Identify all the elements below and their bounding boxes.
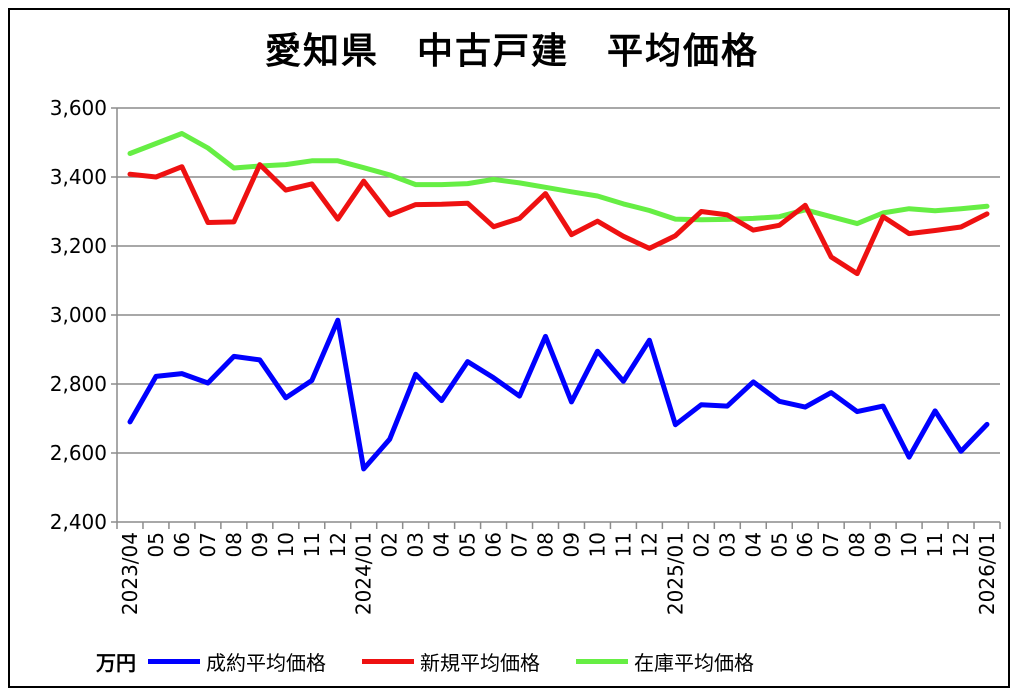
legend-item-new: 新規平均価格 xyxy=(362,647,540,676)
y-tick-label: 3,200 xyxy=(50,234,107,258)
x-tick-label: 04 xyxy=(741,532,765,557)
series-line-0 xyxy=(127,317,990,472)
x-tick-label: 06 xyxy=(482,532,506,557)
y-tick-label: 3,600 xyxy=(50,96,107,120)
series-line-2 xyxy=(127,131,990,227)
x-tick-label: 05 xyxy=(456,532,480,557)
x-axis-tick-labels: 2023/04 05 06 07 08 09 10 11 12 2024/01 02 03 04 05 06… xyxy=(118,532,999,615)
x-tick-label: 11 xyxy=(300,532,324,557)
y-axis-tick-labels: 2,400 2,600 2,800 3,000 3,200 3,400 3,600 xyxy=(50,96,107,534)
x-tick-label: 12 xyxy=(949,532,973,557)
axes xyxy=(111,107,1001,529)
x-tick-label: 05 xyxy=(144,532,168,557)
x-tick-label: 09 xyxy=(248,532,272,557)
series-lines xyxy=(127,131,990,472)
x-tick-label: 03 xyxy=(404,532,428,557)
x-tick-label: 09 xyxy=(871,532,895,557)
x-tick-label: 10 xyxy=(897,532,921,557)
legend-label-stock: 在庫平均価格 xyxy=(634,650,754,675)
x-tick-label: 10 xyxy=(585,532,609,557)
y-tick-label: 3,400 xyxy=(50,165,107,189)
legend-label-contract: 成約平均価格 xyxy=(206,650,326,675)
x-tick-label: 10 xyxy=(274,532,298,557)
x-tick-label: 05 xyxy=(767,532,791,557)
x-tick-label: 07 xyxy=(196,532,220,557)
x-tick-label: 08 xyxy=(845,532,869,557)
x-tick-label: 07 xyxy=(508,532,532,557)
x-tick-label: 04 xyxy=(430,532,454,557)
legend-label-new: 新規平均価格 xyxy=(420,650,540,675)
series-line-1 xyxy=(127,162,990,277)
x-tick-label: 12 xyxy=(637,532,661,557)
legend-swatch-new xyxy=(362,658,414,664)
x-tick-label: 09 xyxy=(559,532,583,557)
unit-label: 万円 xyxy=(96,650,136,675)
grid-lines xyxy=(117,107,1000,454)
x-tick-label: 07 xyxy=(819,532,843,557)
x-tick-label: 11 xyxy=(611,532,635,557)
x-tick-label: 12 xyxy=(326,532,350,557)
x-tick-label: 2023/04 xyxy=(118,532,142,615)
x-tick-label: 11 xyxy=(923,532,947,557)
x-tick-label: 2024/01 xyxy=(352,532,376,615)
x-tick-label: 06 xyxy=(793,532,817,557)
y-tick-label: 2,600 xyxy=(50,441,107,465)
x-tick-label: 08 xyxy=(534,532,558,557)
legend-swatch-contract xyxy=(148,658,200,664)
x-tick-label: 02 xyxy=(689,532,713,557)
x-tick-label: 2025/01 xyxy=(663,532,687,615)
chart-title: 愛知県 中古戸建 平均価格 xyxy=(264,31,759,72)
x-tick-label: 06 xyxy=(170,532,194,557)
x-tick-label: 02 xyxy=(378,532,402,557)
y-tick-label: 2,800 xyxy=(50,372,107,396)
chart-frame xyxy=(8,8,1010,688)
legend-item-contract: 成約平均価格 xyxy=(148,647,326,676)
legend-item-stock: 在庫平均価格 xyxy=(576,647,754,676)
x-tick-label: 08 xyxy=(222,532,246,557)
x-tick-label: 2026/01 xyxy=(975,532,999,615)
x-tick-label: 03 xyxy=(715,532,739,557)
y-tick-label: 2,400 xyxy=(50,510,107,534)
y-tick-label: 3,000 xyxy=(50,303,107,327)
legend: 万円 成約平均価格 新規平均価格 在庫平均価格 xyxy=(96,646,790,676)
legend-swatch-stock xyxy=(576,658,628,664)
